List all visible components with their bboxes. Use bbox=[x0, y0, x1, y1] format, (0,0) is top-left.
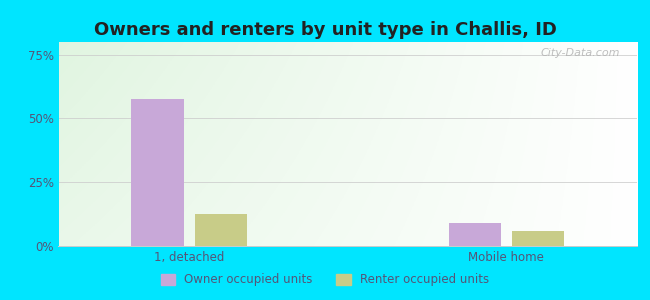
Text: Owners and renters by unit type in Challis, ID: Owners and renters by unit type in Chall… bbox=[94, 21, 556, 39]
Legend: Owner occupied units, Renter occupied units: Owner occupied units, Renter occupied un… bbox=[156, 269, 494, 291]
Bar bbox=[512, 231, 564, 246]
Bar bbox=[448, 223, 500, 246]
Text: City-Data.com: City-Data.com bbox=[540, 48, 619, 58]
Bar bbox=[195, 214, 247, 246]
Bar bbox=[131, 99, 183, 246]
